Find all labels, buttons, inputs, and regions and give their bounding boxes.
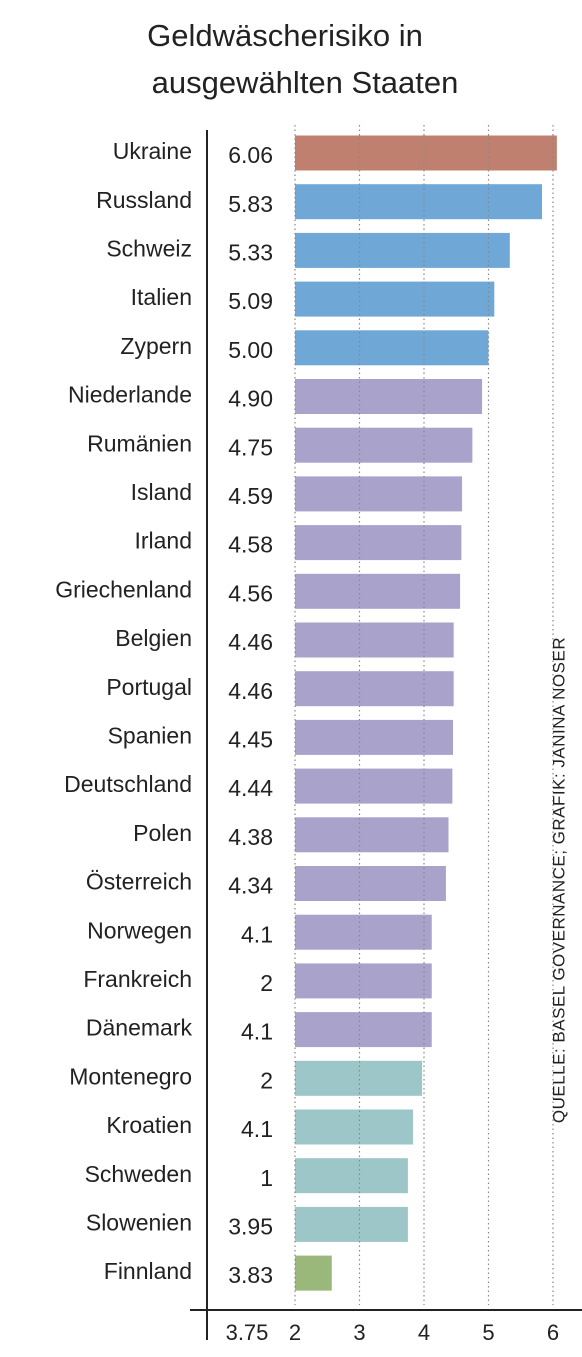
category-label: Rumänien — [87, 430, 192, 456]
score-label: 4.1 — [241, 1116, 273, 1142]
category-label: Griechenland — [55, 576, 192, 602]
bar — [295, 1158, 408, 1194]
bar — [295, 232, 510, 268]
bar — [295, 817, 449, 853]
category-label: Portugal — [106, 674, 192, 700]
bar — [295, 622, 454, 658]
bar — [295, 914, 432, 950]
bar — [295, 1109, 414, 1145]
bar — [295, 1206, 408, 1242]
bar — [295, 525, 462, 561]
score-label: 5.09 — [228, 288, 273, 314]
bar — [295, 573, 461, 609]
category-label: Finnland — [104, 1258, 192, 1284]
category-label: Slowenien — [86, 1209, 192, 1235]
bar — [295, 768, 453, 804]
category-label: Italien — [131, 284, 192, 310]
category-label: Schweden — [85, 1161, 192, 1187]
category-label: Spanien — [108, 722, 192, 748]
category-label: Belgien — [115, 625, 192, 651]
score-label: 4.59 — [228, 483, 273, 509]
bar — [295, 135, 557, 171]
score-label: 2 — [260, 1067, 273, 1093]
category-label: Irland — [134, 528, 192, 554]
score-label: 4.45 — [228, 726, 273, 752]
score-label: 4.56 — [228, 580, 273, 606]
score-label: 4.46 — [228, 678, 273, 704]
chart-title: ausgewählten Staaten — [152, 65, 459, 100]
bar — [295, 1012, 432, 1048]
score-label: 3.83 — [228, 1262, 273, 1288]
score-label: 3.95 — [228, 1213, 273, 1239]
bar — [295, 1060, 423, 1096]
category-label: Dänemark — [86, 1015, 193, 1041]
category-label: Kroatien — [106, 1112, 192, 1138]
bar — [295, 281, 495, 317]
score-label: 4.1 — [241, 1019, 273, 1045]
score-label: 4.44 — [228, 775, 273, 801]
score-label: 4.58 — [228, 532, 273, 558]
score-label: 5.33 — [228, 239, 273, 265]
x-tick-label: 4 — [418, 1320, 430, 1345]
category-label: Frankreich — [83, 966, 192, 992]
bar — [295, 476, 463, 512]
category-label: Norwegen — [87, 917, 192, 943]
category-label: Niederlande — [68, 382, 192, 408]
score-label: 2 — [260, 970, 273, 996]
category-label: Polen — [133, 820, 192, 846]
score-label: 4.75 — [228, 434, 273, 460]
chart-title: Geldwäscherisiko in — [147, 18, 423, 53]
bar — [295, 963, 432, 999]
bar — [295, 379, 483, 414]
score-label: 4.34 — [228, 873, 273, 899]
category-label: Schweiz — [106, 235, 192, 261]
category-label: Montenegro — [69, 1063, 192, 1089]
bar — [295, 1255, 332, 1291]
x-tick-label: 2 — [289, 1320, 301, 1345]
category-label: Deutschland — [64, 771, 192, 797]
score-label: 6.06 — [228, 142, 273, 168]
score-label: 4.1 — [241, 921, 273, 947]
bar — [295, 427, 473, 463]
extra-label: 3.75 — [226, 1320, 269, 1345]
x-tick-label: 6 — [547, 1320, 559, 1345]
category-label: Ukraine — [113, 138, 192, 164]
score-label: 4.38 — [228, 824, 273, 850]
score-label: 5.83 — [228, 191, 273, 217]
score-label: 4.90 — [228, 386, 273, 412]
bar — [295, 330, 489, 366]
source: QUELLE: BASEL GOVERNANCE; GRAFIK: JANINA… — [549, 637, 568, 1123]
score-label: 4.46 — [228, 629, 273, 655]
category-label: Zypern — [120, 333, 192, 359]
category-label: Island — [131, 479, 192, 505]
score-label: 1 — [260, 1165, 273, 1191]
bar — [295, 866, 446, 901]
bar — [295, 184, 543, 220]
bar — [295, 671, 454, 707]
score-label: 5.00 — [228, 337, 273, 363]
category-label: Österreich — [86, 869, 192, 895]
bar — [295, 719, 454, 755]
x-tick-label: 5 — [482, 1320, 494, 1345]
category-label: Russland — [96, 187, 192, 213]
x-tick-label: 3 — [353, 1320, 365, 1345]
